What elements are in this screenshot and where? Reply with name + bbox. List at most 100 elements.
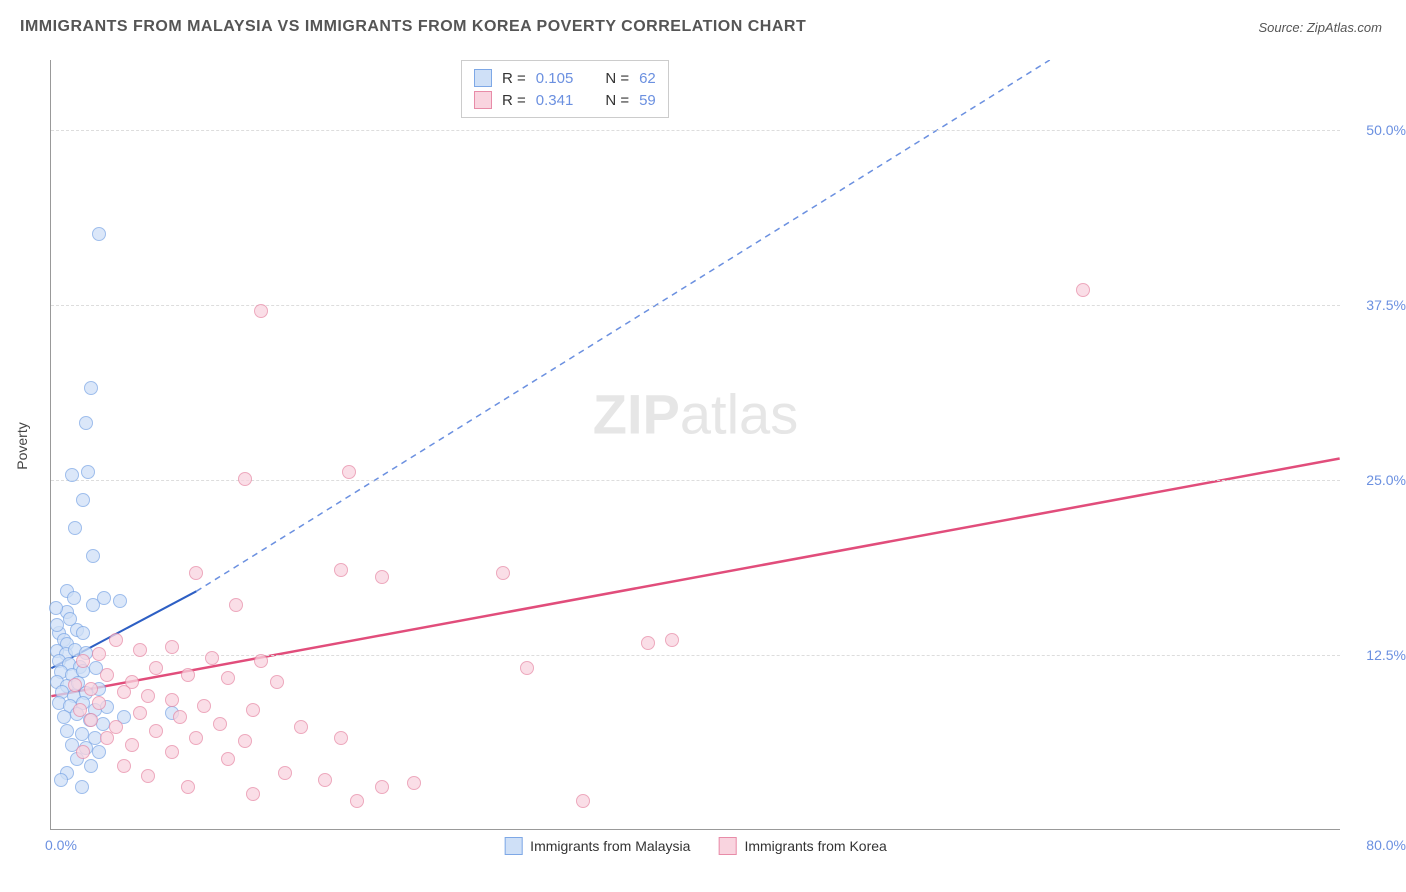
legend-swatch: [504, 837, 522, 855]
data-point: [278, 766, 292, 780]
data-point: [79, 416, 93, 430]
n-label: N =: [605, 70, 629, 87]
data-point: [50, 618, 64, 632]
gridline: [51, 130, 1340, 131]
data-point: [141, 689, 155, 703]
data-point: [117, 759, 131, 773]
data-point: [181, 668, 195, 682]
data-point: [189, 566, 203, 580]
data-point: [100, 668, 114, 682]
legend-item: Immigrants from Malaysia: [504, 837, 690, 855]
data-point: [117, 685, 131, 699]
data-point: [67, 591, 81, 605]
chart-title: IMMIGRANTS FROM MALAYSIA VS IMMIGRANTS F…: [20, 18, 806, 36]
r-value: 0.105: [536, 70, 574, 87]
data-point: [65, 468, 79, 482]
legend-label: Immigrants from Korea: [744, 838, 886, 854]
gridline: [51, 305, 1340, 306]
data-point: [375, 780, 389, 794]
data-point: [641, 636, 655, 650]
data-point: [246, 787, 260, 801]
data-point: [254, 654, 268, 668]
data-point: [100, 731, 114, 745]
n-value: 62: [639, 70, 656, 87]
x-tick-label: 80.0%: [1366, 837, 1406, 853]
data-point: [76, 745, 90, 759]
data-point: [221, 671, 235, 685]
data-point: [75, 780, 89, 794]
data-point: [84, 713, 98, 727]
gridline: [51, 655, 1340, 656]
data-point: [181, 780, 195, 794]
data-point: [109, 633, 123, 647]
trend-lines: [51, 60, 1340, 829]
n-value: 59: [639, 92, 656, 109]
watermark: ZIPatlas: [593, 381, 798, 446]
data-point: [165, 640, 179, 654]
data-point: [76, 626, 90, 640]
data-point: [342, 465, 356, 479]
data-point: [407, 776, 421, 790]
data-point: [76, 654, 90, 668]
data-point: [238, 734, 252, 748]
data-point: [165, 693, 179, 707]
legend-item: Immigrants from Korea: [718, 837, 886, 855]
data-point: [141, 769, 155, 783]
data-point: [149, 724, 163, 738]
source-name: ZipAtlas.com: [1307, 20, 1382, 35]
data-point: [221, 752, 235, 766]
watermark-rest: atlas: [680, 382, 798, 445]
data-point: [125, 738, 139, 752]
data-point: [165, 745, 179, 759]
y-axis-label: Poverty: [14, 422, 30, 469]
legend-label: Immigrants from Malaysia: [530, 838, 690, 854]
data-point: [1076, 283, 1090, 297]
data-point: [254, 304, 268, 318]
data-point: [133, 643, 147, 657]
data-point: [76, 493, 90, 507]
data-point: [75, 727, 89, 741]
data-point: [270, 675, 284, 689]
data-point: [205, 651, 219, 665]
plot-area: ZIPatlas R = 0.105N = 62R = 0.341N = 59 …: [50, 60, 1340, 830]
data-point: [246, 703, 260, 717]
legend-swatch: [474, 91, 492, 109]
trend-line-extrapolated: [196, 60, 1050, 591]
data-point: [197, 699, 211, 713]
data-point: [92, 227, 106, 241]
data-point: [86, 549, 100, 563]
stats-row: R = 0.105 N = 62: [474, 67, 656, 89]
r-label: R =: [502, 92, 526, 109]
r-value: 0.341: [536, 92, 574, 109]
data-point: [113, 594, 127, 608]
data-point: [229, 598, 243, 612]
stats-legend-box: R = 0.105 N = 62 R = 0.341N = 59: [461, 60, 669, 118]
data-point: [49, 601, 63, 615]
data-point: [294, 720, 308, 734]
data-point: [334, 563, 348, 577]
data-point: [496, 566, 510, 580]
data-point: [133, 706, 147, 720]
data-point: [57, 710, 71, 724]
source-attribution: Source: ZipAtlas.com: [1258, 20, 1382, 35]
data-point: [665, 633, 679, 647]
data-point: [84, 682, 98, 696]
data-point: [68, 521, 82, 535]
bottom-legend: Immigrants from Malaysia Immigrants from …: [504, 837, 887, 855]
stats-row: R = 0.341N = 59: [474, 89, 656, 111]
data-point: [350, 794, 364, 808]
y-tick-label: 37.5%: [1366, 297, 1406, 313]
trend-line: [51, 458, 1339, 696]
data-point: [149, 661, 163, 675]
source-prefix: Source:: [1258, 20, 1306, 35]
data-point: [68, 678, 82, 692]
data-point: [576, 794, 590, 808]
r-label: R =: [502, 70, 526, 87]
legend-swatch: [718, 837, 736, 855]
data-point: [520, 661, 534, 675]
y-tick-label: 50.0%: [1366, 122, 1406, 138]
data-point: [238, 472, 252, 486]
data-point: [84, 759, 98, 773]
x-tick-label: 0.0%: [45, 837, 77, 853]
data-point: [81, 465, 95, 479]
